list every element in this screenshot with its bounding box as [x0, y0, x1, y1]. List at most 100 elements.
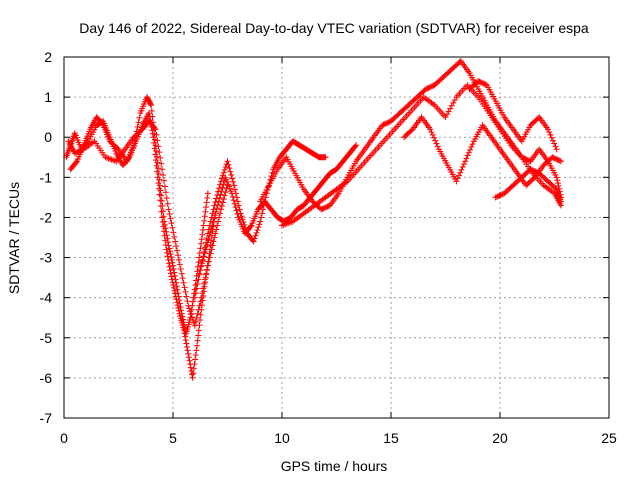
- data-point: [428, 129, 435, 136]
- data-point: [552, 143, 559, 150]
- data-point: [169, 259, 176, 266]
- data-point: [453, 178, 460, 185]
- data-point: [163, 228, 170, 235]
- data-point: [199, 227, 206, 234]
- data-point: [181, 284, 188, 291]
- x-tick-label: 10: [274, 430, 290, 446]
- data-point: [210, 238, 217, 245]
- data-point: [457, 169, 464, 176]
- data-point: [554, 180, 561, 187]
- data-point: [214, 201, 221, 208]
- data-point: [196, 322, 203, 329]
- data-point: [184, 298, 191, 305]
- data-point: [185, 350, 192, 357]
- data-point: [203, 267, 210, 274]
- data-point: [201, 249, 208, 256]
- series-sat-h: [401, 114, 565, 189]
- data-point: [430, 134, 437, 141]
- chart-title: Day 146 of 2022, Sidereal Day-to-day VTE…: [79, 20, 589, 36]
- x-axis-label: GPS time / hours: [281, 458, 388, 474]
- data-point: [210, 219, 217, 226]
- data-point: [427, 126, 434, 133]
- data-point: [199, 231, 206, 238]
- data-point: [253, 229, 260, 236]
- data-point: [250, 238, 257, 245]
- y-tick-label: 1: [44, 89, 52, 105]
- data-point: [170, 262, 176, 269]
- data-point: [165, 206, 172, 213]
- data-point: [469, 141, 476, 148]
- data-point: [221, 166, 228, 173]
- data-point: [198, 260, 205, 267]
- data-point: [166, 211, 173, 218]
- data-point: [194, 337, 201, 344]
- data-point: [202, 246, 209, 253]
- data-point: [254, 227, 261, 234]
- data-point: [171, 272, 178, 279]
- data-point: [205, 258, 212, 265]
- data-point: [163, 232, 170, 239]
- data-point: [460, 161, 467, 168]
- y-tick-label: -4: [40, 290, 53, 306]
- data-point: [219, 199, 226, 206]
- data-points: [63, 58, 565, 381]
- data-point: [231, 200, 238, 207]
- data-point: [164, 200, 171, 207]
- data-point: [206, 232, 213, 239]
- data-point: [322, 154, 329, 161]
- data-point: [465, 149, 472, 156]
- data-point: [172, 238, 179, 245]
- data-point: [195, 306, 202, 313]
- series-sat-g: [279, 82, 565, 229]
- data-point: [462, 158, 469, 165]
- data-point: [166, 245, 173, 252]
- data-point: [554, 177, 561, 184]
- data-point: [191, 361, 198, 368]
- data-point: [220, 196, 227, 203]
- data-point: [199, 256, 206, 263]
- data-point: [195, 259, 202, 266]
- data-point: [196, 302, 203, 309]
- data-point: [352, 143, 359, 150]
- data-point: [153, 131, 160, 138]
- y-tick-label: 0: [44, 129, 52, 145]
- data-point: [235, 202, 242, 209]
- x-tick-label: 15: [383, 430, 399, 446]
- y-tick-label: -1: [40, 169, 53, 185]
- data-point: [190, 365, 197, 372]
- data-point: [217, 206, 224, 213]
- data-point: [202, 276, 209, 283]
- data-point: [203, 243, 210, 250]
- data-point: [73, 159, 80, 166]
- data-point: [156, 176, 163, 183]
- data-point: [161, 218, 168, 225]
- data-point: [229, 193, 236, 200]
- series-sat-i: [492, 166, 565, 205]
- data-point: [215, 198, 222, 205]
- data-point: [179, 316, 186, 323]
- data-point: [464, 152, 471, 159]
- data-point: [168, 220, 175, 227]
- data-point: [195, 332, 202, 339]
- data-point: [155, 143, 162, 150]
- data-point: [178, 270, 185, 277]
- data-point: [204, 239, 211, 246]
- data-point: [216, 194, 223, 201]
- data-point: [218, 188, 225, 195]
- data-point: [238, 213, 245, 220]
- data-point: [182, 337, 189, 344]
- data-point: [226, 165, 233, 172]
- data-point: [160, 177, 167, 184]
- data-point: [130, 142, 137, 149]
- data-point: [231, 182, 238, 189]
- data-point: [218, 202, 225, 209]
- data-point: [212, 230, 219, 237]
- data-point: [434, 143, 441, 150]
- data-point: [185, 354, 192, 361]
- data-point: [553, 146, 560, 153]
- data-point: [194, 310, 201, 317]
- data-point: [180, 279, 187, 286]
- data-point: [174, 290, 181, 297]
- data-point: [162, 189, 169, 196]
